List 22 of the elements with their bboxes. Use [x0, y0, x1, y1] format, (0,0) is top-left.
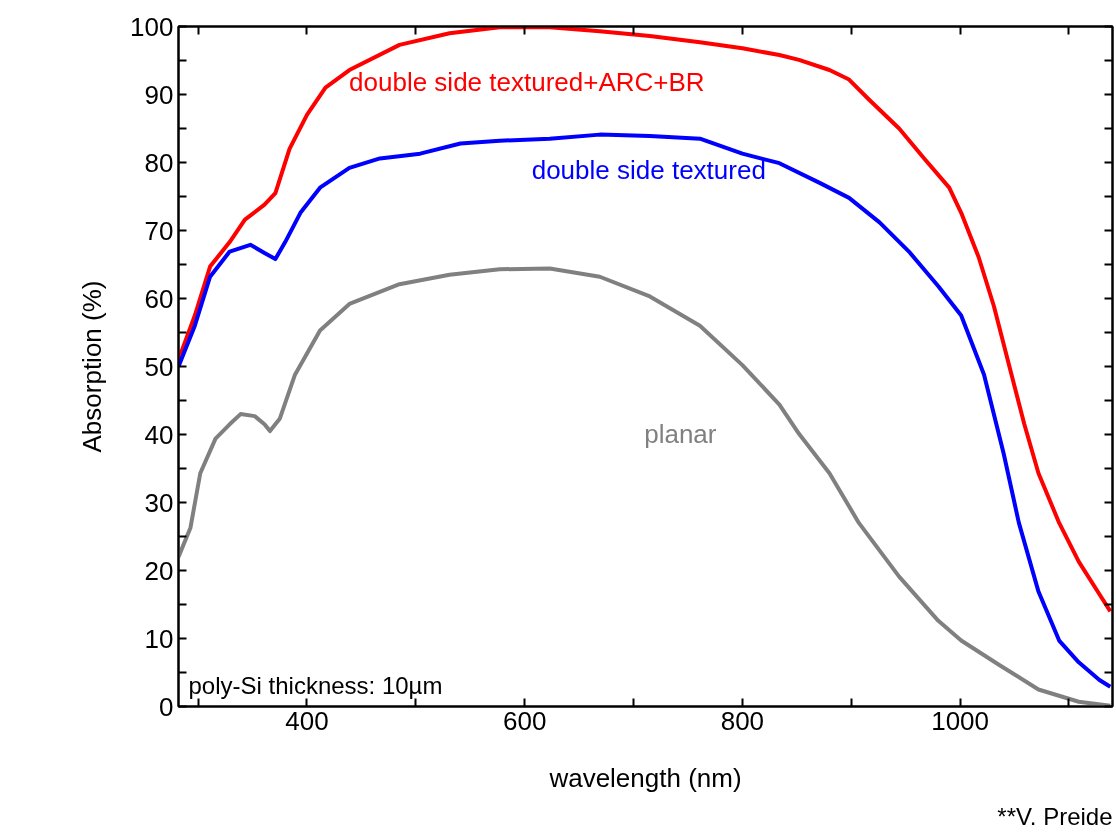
- x-axis-title: wavelength (nm): [548, 762, 742, 793]
- y-tick-label: 20: [144, 555, 174, 586]
- annotation: poly-Si thickness: 10µm: [188, 671, 443, 699]
- series-label: double side textured+ARC+BR: [349, 67, 705, 98]
- y-tick-label: 60: [144, 283, 174, 314]
- y-tick-label: 70: [144, 215, 174, 246]
- text: **V. Preide: [997, 802, 1113, 830]
- y-tick-label: 0: [159, 691, 174, 722]
- y-tick-label: 40: [144, 419, 174, 450]
- x-tick-label: 1000: [931, 705, 990, 736]
- y-tick-label: 30: [144, 487, 174, 518]
- x-tick-label: 400: [285, 705, 329, 736]
- x-tick-label: 600: [502, 705, 547, 736]
- text: planar: [644, 418, 717, 449]
- y-tick-label: 10: [144, 623, 174, 654]
- y-axis-title: Absorption (%): [77, 280, 108, 453]
- series-label: double side textured: [531, 154, 766, 185]
- y-tick-label: 80: [144, 147, 174, 178]
- y-tick-label: 100: [130, 11, 174, 42]
- y-tick-label: 50: [144, 351, 174, 382]
- y-tick-label: 90: [144, 79, 174, 110]
- x-tick-label: 800: [720, 705, 765, 736]
